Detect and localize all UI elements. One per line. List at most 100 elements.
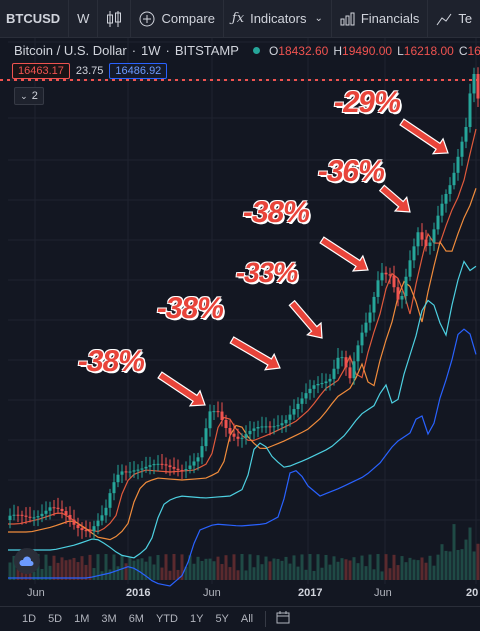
candle-body [72, 519, 76, 525]
candles-icon [107, 10, 122, 27]
volume-bar [116, 566, 120, 580]
volume-bar [160, 567, 164, 580]
volume-bar [240, 554, 244, 580]
volume-bar [456, 549, 460, 580]
candle-body [92, 526, 96, 532]
xaxis-label: Jun [203, 587, 221, 599]
indicators-collapse-button[interactable]: ⌄ 2 [14, 87, 44, 105]
volume-bar [172, 554, 176, 580]
volume-bar [308, 554, 312, 580]
candle-body [376, 280, 380, 297]
xaxis-label: Jun [374, 587, 392, 599]
candle-body [52, 507, 56, 509]
candle-body [224, 419, 228, 428]
compare-button[interactable]: Compare [131, 0, 224, 38]
drawdown-label: -38% [154, 292, 226, 325]
volume-bar [468, 527, 472, 580]
candle-body [96, 520, 100, 527]
candle-body [200, 446, 204, 458]
volume-bar [176, 569, 180, 580]
range-3m[interactable]: 3M [101, 613, 117, 625]
indicators-button[interactable]: ƒx Indicators ⌄ [224, 0, 331, 38]
candle-body [212, 411, 216, 413]
candle-body [308, 388, 312, 394]
candle-body [320, 383, 324, 385]
candle-body [432, 229, 436, 243]
drawdown-label: -29% [331, 86, 403, 119]
volume-bar [412, 559, 416, 580]
arrow-shape [399, 118, 449, 155]
financials-label: Financials [360, 11, 420, 26]
volume-bar [196, 556, 200, 580]
xaxis-label: Jun [27, 587, 45, 599]
symbol-search[interactable]: BTCUSD [0, 0, 70, 38]
goto-date-icon[interactable] [276, 611, 290, 627]
indicator-count: 2 [31, 90, 38, 102]
range-6m[interactable]: 6M [128, 613, 144, 625]
volume-bar [140, 558, 144, 580]
volume-bar [380, 571, 384, 580]
chart-grid [8, 38, 480, 584]
buy-price[interactable]: 16486.92 [109, 63, 168, 79]
volume-bar [472, 551, 476, 580]
candle-body [452, 172, 456, 186]
volume-bar [216, 556, 220, 580]
range-5y[interactable]: 5Y [215, 613, 229, 625]
volume-bar [440, 544, 444, 580]
volume-bar [144, 561, 148, 580]
range-5d[interactable]: 5D [48, 613, 63, 625]
plus-circle-icon [139, 11, 155, 26]
volume-bar [8, 562, 12, 580]
candle-body [296, 403, 300, 410]
candle-body [400, 296, 404, 300]
candle-body [468, 93, 472, 127]
templates-button[interactable]: Te [428, 0, 480, 38]
volume-bar [12, 555, 16, 580]
trend-icon [436, 13, 452, 25]
drawdown-label: -36% [315, 155, 387, 188]
range-1d[interactable]: 1D [22, 613, 37, 625]
candle-body [80, 528, 84, 531]
candle-body [324, 381, 328, 384]
volume-bar [108, 569, 112, 580]
volume-bar [224, 555, 228, 580]
candle-body [304, 393, 308, 399]
exchange-name: BITSTAMP [174, 43, 239, 58]
volume-bar [244, 570, 248, 580]
candle-body [284, 419, 288, 424]
tradingview-logo[interactable] [14, 548, 40, 574]
range-1m[interactable]: 1M [74, 613, 90, 625]
volume-bar [388, 568, 392, 580]
range-all[interactable]: All [240, 613, 254, 625]
candle-body [20, 514, 24, 516]
volume-bar [316, 554, 320, 580]
market-status-dot [252, 47, 260, 54]
sell-price[interactable]: 16463.17 [12, 63, 70, 79]
candle-body [424, 239, 428, 246]
spread-value: 23.75 [75, 65, 104, 77]
top-toolbar: BTCUSD W Compare ƒx Indicators ⌄ Financi… [0, 0, 480, 38]
candle-body [388, 274, 392, 276]
range-bar: 1D 5D 1M 3M 6M YTD 1Y 5Y All [0, 606, 480, 631]
range-1y[interactable]: 1Y [189, 613, 204, 625]
time-axis: Jun 2016 Jun 2017 Jun 20 [0, 584, 480, 604]
arrow [288, 299, 323, 339]
interval-button[interactable]: W [69, 0, 99, 38]
volume-bar [396, 565, 400, 580]
volume-bar [68, 559, 72, 580]
candle-body [172, 467, 176, 469]
arrows [157, 118, 449, 407]
candle-body [352, 361, 356, 379]
volume-bar [24, 568, 28, 580]
candle-body [472, 73, 476, 94]
compare-label: Compare [161, 11, 215, 26]
chart-style-button[interactable] [98, 0, 132, 38]
volume-bar [164, 554, 168, 580]
financials-button[interactable]: Financials [330, 0, 429, 38]
volume-bar [260, 564, 264, 580]
volume-bar [400, 556, 404, 580]
range-ytd[interactable]: YTD [155, 613, 178, 625]
volume-bar [264, 556, 268, 580]
candle-body [40, 513, 44, 517]
